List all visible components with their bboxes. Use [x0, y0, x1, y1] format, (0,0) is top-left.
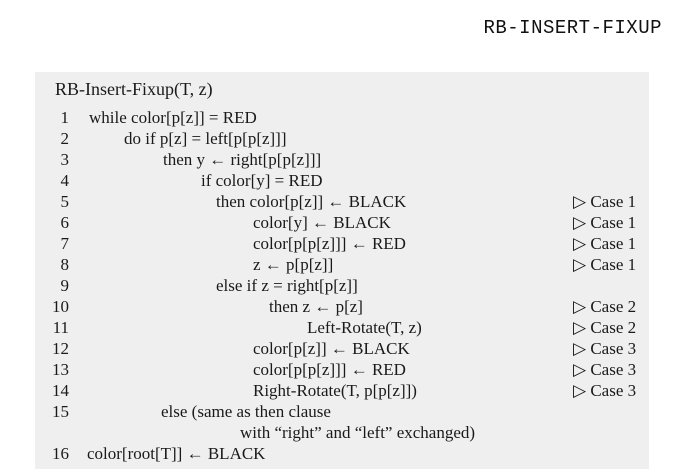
line-number: 3	[60, 150, 70, 169]
code-line: 15 else (same as then clause	[35, 401, 649, 422]
line-number: 10	[52, 297, 69, 316]
case-comment: ▷ Case 1	[573, 234, 637, 253]
line-number: 11	[52, 318, 69, 337]
code-text: else if z = right[p[z]]	[216, 276, 358, 295]
code-line: 1 while color[p[z]] = RED	[35, 107, 649, 128]
case-comment: ▷ Case 2	[573, 297, 637, 316]
page-heading: RB-INSERT-FIXUP	[483, 17, 662, 39]
code-line: 7 color[p[p[z]]] ← RED ▷ Case 1	[35, 233, 649, 254]
code-line: 6 color[y] ← BLACK ▷ Case 1	[35, 212, 649, 233]
line-number: 9	[60, 276, 70, 295]
code-line: 14 Right-Rotate(T, p[p[z]]) ▷ Case 3	[35, 380, 649, 401]
code-text: color[p[p[z]]] ← RED	[253, 234, 406, 253]
case-comment: ▷ Case 3	[573, 381, 637, 400]
code-text: color[y] ← BLACK	[253, 213, 391, 232]
code-line: 9 else if z = right[p[z]]	[35, 275, 649, 296]
line-number: 16	[52, 444, 69, 463]
line-number: 15	[52, 402, 69, 421]
case-comment: ▷ Case 3	[573, 339, 637, 358]
code-line: 13 color[p[p[z]]] ← RED ▷ Case 3	[35, 359, 649, 380]
code-text: else (same as then clause	[161, 402, 331, 421]
line-number: 5	[60, 192, 70, 211]
code-text: while color[p[z]] = RED	[89, 108, 257, 127]
code-text: color[root[T]] ← BLACK	[87, 444, 266, 463]
line-number: 7	[60, 234, 70, 253]
code-text: color[p[z]] ← BLACK	[253, 339, 410, 358]
code-line: with “right” and “left” exchanged)	[35, 422, 649, 443]
pseudocode-panel: RB-Insert-Fixup(T, z) 1 while color[p[z]]…	[35, 72, 649, 469]
line-number: 8	[60, 255, 70, 274]
case-comment: ▷ Case 1	[573, 192, 637, 211]
code-line: 12 color[p[z]] ← BLACK ▷ Case 3	[35, 338, 649, 359]
case-comment: ▷ Case 2	[573, 318, 637, 337]
code-line: 3 then y ← right[p[p[z]]]	[35, 149, 649, 170]
line-number: 14	[52, 381, 69, 400]
line-number: 12	[52, 339, 69, 358]
code-text: color[p[p[z]]] ← RED	[253, 360, 406, 379]
code-line: 4 if color[y] = RED	[35, 170, 649, 191]
line-number: 1	[60, 108, 70, 127]
case-comment: ▷ Case 1	[573, 213, 637, 232]
code-text: Left-Rotate(T, z)	[307, 318, 422, 337]
code-text: z ← p[p[z]]	[253, 255, 334, 274]
procedure-signature: RB-Insert-Fixup(T, z)	[55, 79, 213, 99]
code-text: then y ← right[p[p[z]]]	[163, 150, 322, 169]
code-line: 11 Left-Rotate(T, z) ▷ Case 2	[35, 317, 649, 338]
code-text: then z ← p[z]	[269, 297, 363, 316]
case-comment: ▷ Case 1	[573, 255, 637, 274]
line-number: 6	[60, 213, 70, 232]
line-number: 2	[60, 129, 70, 148]
line-number: 4	[60, 171, 70, 190]
code-text: Right-Rotate(T, p[p[z]])	[253, 381, 417, 400]
code-text: do if p[z] = left[p[p[z]]]	[124, 129, 287, 148]
code-text: then color[p[z]] ← BLACK	[216, 192, 407, 211]
case-comment: ▷ Case 3	[573, 360, 637, 379]
code-text: with “right” and “left” exchanged)	[240, 423, 476, 442]
code-line: 8 z ← p[p[z]] ▷ Case 1	[35, 254, 649, 275]
code-line: 10 then z ← p[z] ▷ Case 2	[35, 296, 649, 317]
line-number: 13	[52, 360, 69, 379]
code-line: 2 do if p[z] = left[p[p[z]]]	[35, 128, 649, 149]
code-line: 5 then color[p[z]] ← BLACK ▷ Case 1	[35, 191, 649, 212]
code-line: 16 color[root[T]] ← BLACK	[35, 443, 649, 464]
code-text: if color[y] = RED	[201, 171, 323, 190]
